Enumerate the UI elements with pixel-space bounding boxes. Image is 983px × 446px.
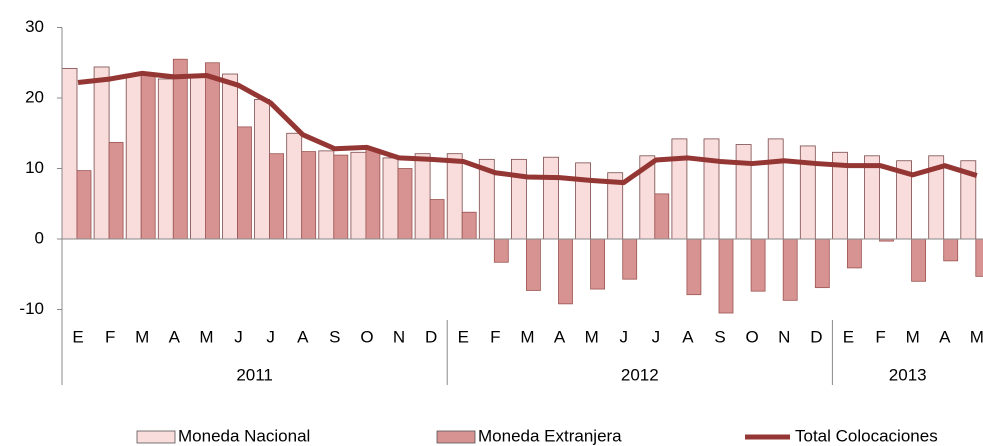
bar [237,126,252,240]
y-tick-label: -10 [19,299,44,318]
bar [654,193,670,240]
x-tick-label: A [554,327,566,346]
x-tick-label: J [620,327,629,346]
bar [269,153,285,240]
bar [286,132,303,240]
bar [558,238,573,305]
bar [493,238,509,263]
bar [61,67,78,240]
x-tick-label: M [199,327,213,346]
bar [686,238,702,296]
x-tick-label: M [520,327,534,346]
legend-item: Moneda Nacional [136,426,310,445]
bar [575,162,591,240]
x-tick-label: F [490,327,500,346]
bar [590,238,605,290]
x-tick-label: M [135,327,149,346]
bar [414,153,431,240]
bar [397,168,413,240]
bar [622,238,638,280]
y-tick-label: 30 [25,17,44,36]
bar [767,138,784,240]
x-tick-label: D [425,327,437,346]
x-tick-label: S [329,327,340,346]
x-tick-label: F [105,327,115,346]
y-tick-label: 10 [25,158,44,177]
x-tick-label: A [169,327,181,346]
x-tick-label: J [266,327,275,346]
legend-swatch [136,430,176,444]
bar [189,76,206,240]
bar [510,158,527,240]
bar [350,151,367,240]
x-tick-label: N [393,327,405,346]
x-tick-label: E [843,327,854,346]
bar [93,66,110,240]
bar [140,72,156,240]
legend-item: Moneda Extranjera [436,426,622,445]
x-tick-label: D [810,327,822,346]
bar [782,238,798,301]
legend-item: Total Colocaciones [745,426,938,445]
total-line [77,70,978,186]
legend-label: Moneda Extranjera [478,426,622,445]
bar [333,154,349,240]
x-tick-label: O [360,327,373,346]
bar [943,238,959,262]
x-tick-label: S [714,327,725,346]
legend-swatch [436,430,476,444]
y-tick-label: 20 [25,87,44,106]
bar [172,58,188,240]
x-tick-label: M [970,327,983,346]
bar [911,238,926,282]
bar [318,150,335,240]
x-tick-label: F [875,327,885,346]
x-tick-label: M [585,327,599,346]
year-label: 2011 [236,365,273,384]
bar [526,238,541,291]
bar [365,149,381,240]
y-tick-label: 0 [35,228,44,247]
x-tick-label: A [939,327,951,346]
bar [461,211,477,240]
bar [735,144,752,240]
x-tick-label: E [72,327,83,346]
bar [125,75,142,240]
bar [429,199,445,240]
bar [703,138,720,240]
bar [108,142,124,240]
bar [750,238,766,292]
x-tick-label: A [682,327,694,346]
bar [382,157,399,240]
bar [814,238,830,289]
x-tick-label: A [297,327,309,346]
bar [204,62,220,240]
x-tick-label: M [906,327,920,346]
bar [254,99,271,240]
bar [76,170,92,240]
bar [157,78,174,240]
x-tick-label: N [778,327,790,346]
bar [301,151,317,240]
x-tick-label: J [652,327,661,346]
x-tick-label: J [234,327,243,346]
x-tick-label: E [458,327,469,346]
bar [864,155,880,240]
bar [975,238,983,277]
bar [671,138,688,240]
legend-label: Moneda Nacional [178,426,310,445]
bar [718,238,734,314]
bar [543,156,559,240]
year-label: 2012 [621,365,659,384]
bar [222,73,238,240]
bar [446,153,463,240]
x-tick-label: O [746,327,759,346]
bar [847,238,862,269]
legend-label: Total Colocaciones [795,426,938,445]
year-label: 2013 [889,365,927,384]
